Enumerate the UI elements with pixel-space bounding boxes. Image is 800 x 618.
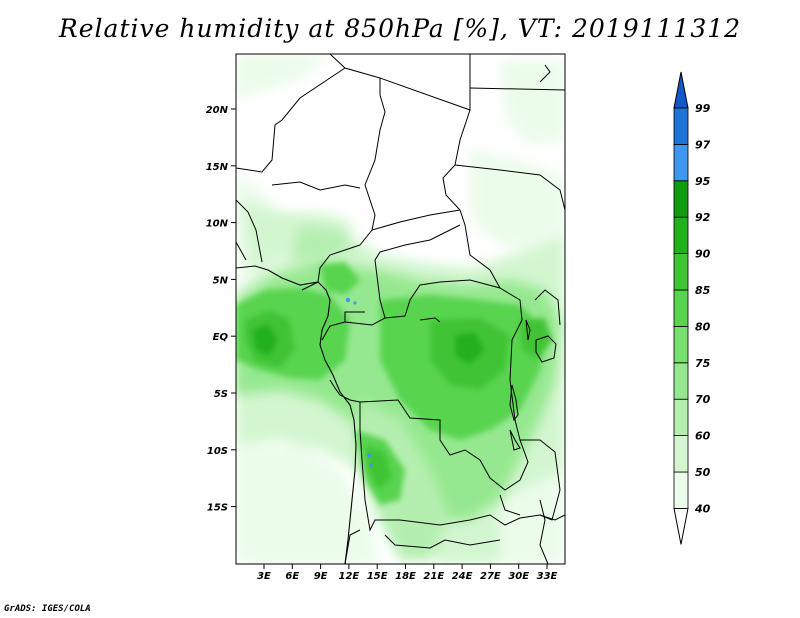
colorbar-label: 95	[695, 175, 711, 188]
colorbar-top-arrow	[673, 71, 689, 109]
lon-label: 12E	[339, 571, 360, 582]
lon-label: 33E	[537, 571, 558, 582]
colorbar-label: 99	[695, 102, 711, 115]
country-borders	[236, 54, 565, 564]
lat-label: 15S	[207, 503, 228, 514]
colorbar-label: 60	[695, 430, 711, 443]
lat-label: 20N	[206, 105, 229, 116]
lon-label: 21E	[423, 571, 444, 582]
colorbar-label: 75	[695, 357, 711, 370]
latitude-axis: 20N 15N 10N 5N EQ 5S 10S 15S	[206, 105, 236, 514]
colorbar-label: 90	[695, 248, 711, 261]
colorbar-segment	[673, 289, 689, 327]
colorbar-label: 40	[694, 502, 711, 515]
lat-label: 10N	[206, 219, 229, 230]
colorbar-label: 85	[695, 284, 711, 297]
colorbar-segment	[673, 398, 689, 437]
colorbar-label: 50	[695, 466, 711, 479]
lat-label: 10S	[207, 446, 228, 457]
colorbar-segment	[673, 325, 689, 364]
colorbar: 40 50 60 70 75 80 85 90 92 95 97 99	[673, 71, 711, 545]
lat-label: 5N	[213, 275, 229, 286]
colorbar-label: 80	[695, 320, 711, 333]
map-title: Relative humidity at 850hPa [%], VT: 201…	[58, 14, 742, 43]
lon-label: 6E	[285, 571, 299, 582]
grads-credit: GrADS: IGES/COLA	[4, 604, 91, 614]
colorbar-segment	[673, 435, 689, 473]
lon-label: 15E	[367, 571, 388, 582]
lat-label: EQ	[213, 332, 229, 343]
lon-label: 3E	[257, 571, 271, 582]
lon-label: 24E	[452, 571, 473, 582]
coastline	[236, 265, 357, 564]
colorbar-segment	[673, 107, 689, 145]
colorbar-segment	[673, 253, 689, 291]
lat-label: 15N	[206, 162, 229, 173]
lon-label: 27E	[480, 571, 501, 582]
colorbar-segment	[673, 362, 689, 400]
colorbar-segment	[673, 180, 689, 218]
colorbar-segment	[673, 216, 689, 254]
lat-label: 5S	[214, 389, 228, 400]
colorbar-segment	[673, 143, 689, 182]
humidity-field	[236, 54, 565, 564]
lon-label: 30E	[508, 571, 529, 582]
lon-label: 18E	[395, 571, 416, 582]
lon-label: 9E	[314, 571, 328, 582]
colorbar-label: 92	[695, 211, 711, 224]
map-frame	[235, 53, 566, 565]
colorbar-bottom-arrow	[673, 507, 689, 545]
colorbar-label: 70	[695, 393, 711, 406]
longitude-axis: 3E 6E 9E 12E 15E 18E 21E 24E 27E 30E 33E	[257, 564, 558, 582]
colorbar-label: 97	[695, 138, 711, 151]
lakes	[419, 64, 557, 451]
colorbar-segment	[673, 471, 689, 509]
